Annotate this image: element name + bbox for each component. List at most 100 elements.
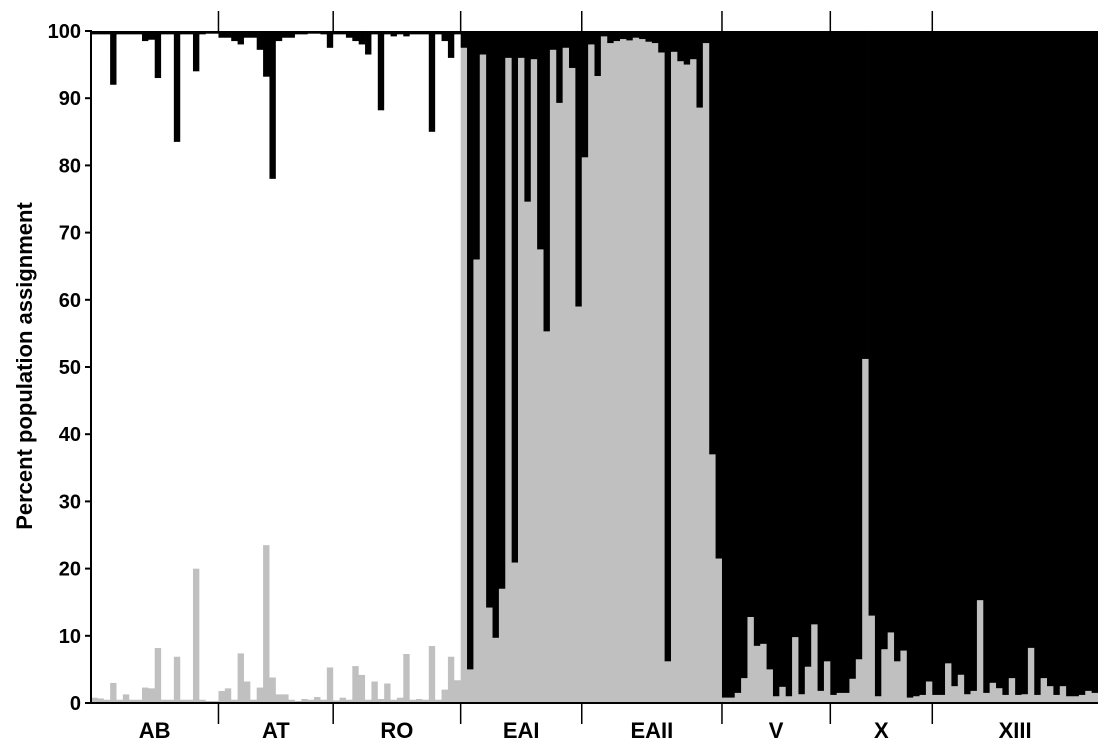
bar-EAII-15-black [670,31,678,52]
bar-EAI-14-gray [543,331,551,703]
bar-V-5-gray [747,616,755,703]
bar-X-8-gray [874,696,882,703]
bars-layer [91,31,1098,704]
bar-RO-18-black [441,31,449,42]
bar-RO-3-black [345,31,353,38]
bar-RO-15-white [422,34,430,700]
bar-AB-16-black [186,31,194,35]
bar-XIII-20-black [1053,31,1061,695]
bar-EAI-2-gray [467,669,474,703]
y-tick-label-60: 60 [59,290,81,312]
bar-AB-5-black [116,31,124,35]
bar-EAI-19-black [575,31,583,307]
bar-V-3-gray [734,692,742,703]
bar-X-12-gray [900,650,908,703]
bar-EAII-20-gray [702,43,710,704]
bar-AT-4-gray [237,653,245,703]
bar-V-9-gray [772,696,780,703]
bar-XIII-6-gray [964,694,971,703]
bar-AT-15-gray [307,699,315,703]
bar-X-6-black [862,31,869,359]
bar-AB-12-white [161,34,168,700]
bar-AB-2-black [97,31,105,35]
bar-EAII-18-gray [690,59,697,704]
bar-AB-7-white [129,34,137,700]
bar-RO-20-gray [454,680,462,703]
bar-AB-9-black [141,31,149,42]
bar-V-6-gray [753,645,761,703]
bar-AT-6-gray [250,699,258,703]
bar-AT-18-white [326,47,334,668]
bar-XIII-19-black [1047,31,1054,687]
bar-XIII-14-black [1015,31,1022,695]
bar-AT-16-black [314,31,321,34]
bar-RO-6-white [365,54,372,700]
bar-XIII-21-gray [1059,686,1067,703]
bar-EAI-11-gray [524,201,532,703]
bar-AB-11-white [154,78,162,648]
bar-RO-16-white [428,131,436,646]
bar-AT-8-white [263,76,270,546]
bar-XIII-8-black [976,31,984,601]
bar-EAII-9-gray [632,37,640,704]
bar-EAI-10-gray [518,57,525,703]
bar-EAI-17-gray [562,47,570,704]
bar-AB-15-white [180,34,187,700]
bar-EAI-18-gray [569,67,576,703]
y-tick-label-100: 100 [48,21,81,43]
bar-V-2-gray [728,697,736,703]
bar-RO-19-white [447,57,455,657]
bar-XIII-4-black [951,31,959,687]
bar-AB-8-white [135,34,143,700]
bar-XIII-24-black [1078,31,1086,695]
y-tick-label-70: 70 [59,223,81,245]
bar-AT-18-gray [326,667,334,703]
bar-XIII-15-black [1021,31,1029,695]
bar-AB-10-gray [148,688,156,703]
bar-V-10-gray [779,686,787,703]
bar-AB-3-black [103,31,111,35]
bar-AT-17-white [320,34,328,700]
bar-EAII-17-black [683,31,691,65]
bar-XIII-7-black [970,31,978,691]
bar-AB-12-gray [161,699,168,703]
bar-AB-2-white [97,34,105,699]
bar-AT-11-gray [282,694,289,703]
bar-EAI-7-black [498,31,506,589]
bar-EAI-4-black [479,31,487,55]
bar-AT-8-gray [263,545,270,703]
bar-EAII-14-black [664,31,672,662]
bar-V-4-gray [741,678,748,703]
bar-AT-1-white [218,37,226,691]
bar-EAII-10-black [639,31,646,40]
bar-V-5-black [747,31,755,617]
bar-X-14-gray [913,696,920,703]
bar-AB-13-white [167,34,175,700]
bar-X-9-gray [881,649,889,703]
bar-AB-2-gray [97,698,105,703]
bar-RO-5-white [358,44,366,675]
bar-V-8-gray [766,669,774,703]
bar-XIII-12-gray [1002,694,1010,703]
bar-EAI-15-black [549,31,557,50]
bar-RO-12-white [403,36,411,654]
bar-X-14-black [913,31,920,697]
bar-V-8-black [766,31,774,670]
bar-EAII-16-black [677,31,685,62]
bar-AB-8-gray [135,699,143,703]
bar-AT-11-white [282,37,289,695]
bar-RO-17-gray [435,699,442,703]
bar-XIII-13-gray [1008,678,1016,703]
bar-EAII-19-black [696,31,704,108]
bar-V-4-black [741,31,748,679]
bar-AB-17-gray [192,568,200,703]
bar-AT-7-white [256,49,264,688]
bar-AB-17-white [192,71,200,569]
bar-RO-19-gray [447,656,455,703]
bar-X-5-black [855,31,863,660]
bar-AB-18-black [199,31,207,35]
bar-XIII-3-black [945,31,952,664]
y-tick-label-30: 30 [59,491,81,513]
bar-RO-8-black [377,31,385,111]
bar-RO-14-gray [416,698,423,703]
